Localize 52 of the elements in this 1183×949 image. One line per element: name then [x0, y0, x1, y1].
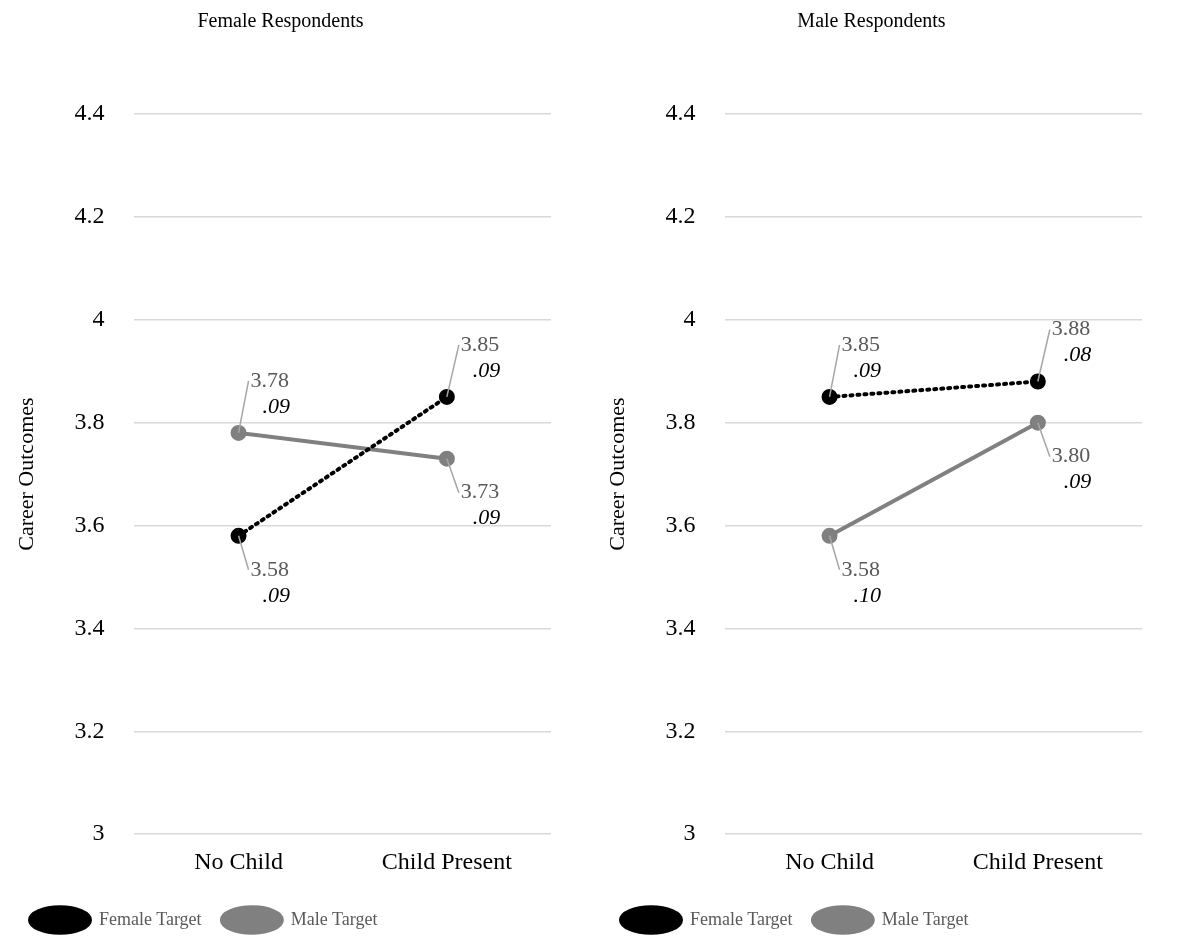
data-label: 3.85	[841, 330, 881, 356]
x-tick-label: Child Present	[381, 847, 513, 874]
x-tick-label: Child Present	[972, 847, 1104, 874]
y-tick-label: 4	[683, 305, 696, 332]
y-tick-label: 3	[92, 819, 105, 846]
data-label: 3.80	[1051, 442, 1091, 468]
point	[438, 388, 455, 405]
x-tick-label: No Child	[785, 847, 874, 874]
annotation: .10	[853, 581, 882, 607]
annotation: .09	[1063, 468, 1092, 494]
y-tick-label: 3.2	[74, 716, 105, 743]
point	[230, 424, 247, 441]
legend-label: Female Target	[99, 908, 202, 929]
y-tick-label: 3	[683, 819, 696, 846]
point	[821, 388, 838, 405]
annotation: .09	[472, 504, 501, 530]
y-tick-label: 4.2	[74, 202, 105, 229]
y-axis-title: Career Outcomes	[12, 397, 38, 551]
chart-title: Female Respondents	[197, 9, 364, 33]
y-tick-label: 3.2	[665, 716, 696, 743]
point	[1029, 373, 1046, 390]
y-tick-label: 3.6	[665, 510, 696, 537]
data-label: 3.73	[460, 478, 500, 504]
annotation: .09	[472, 356, 501, 382]
annotation: .08	[1063, 341, 1092, 367]
annotation: .09	[853, 356, 882, 382]
y-tick-label: 4	[92, 305, 105, 332]
legend-label: Male Target	[881, 908, 969, 929]
data-label: 3.58	[250, 555, 290, 581]
y-tick-label: 3.6	[74, 510, 105, 537]
legend-label: Female Target	[690, 908, 793, 929]
point	[1029, 414, 1046, 431]
point	[821, 527, 838, 544]
annotation: .09	[262, 581, 291, 607]
chart-title: Male Respondents	[797, 9, 946, 33]
data-label: 3.88	[1051, 315, 1091, 341]
y-tick-label: 3.8	[665, 407, 696, 434]
data-label: 3.58	[841, 555, 881, 581]
data-label: 3.78	[250, 366, 290, 392]
y-tick-label: 3.8	[74, 407, 105, 434]
data-label: 3.85	[460, 330, 500, 356]
x-tick-label: No Child	[194, 847, 283, 874]
y-axis-title: Career Outcomes	[603, 397, 629, 551]
annotation: .09	[262, 392, 291, 418]
y-tick-label: 4.4	[74, 99, 105, 126]
point	[230, 527, 247, 544]
y-tick-label: 3.4	[665, 613, 696, 640]
y-tick-label: 3.4	[74, 613, 105, 640]
y-tick-label: 4.4	[665, 99, 696, 126]
point	[438, 450, 455, 467]
legend-label: Male Target	[290, 908, 378, 929]
y-tick-label: 4.2	[665, 202, 696, 229]
